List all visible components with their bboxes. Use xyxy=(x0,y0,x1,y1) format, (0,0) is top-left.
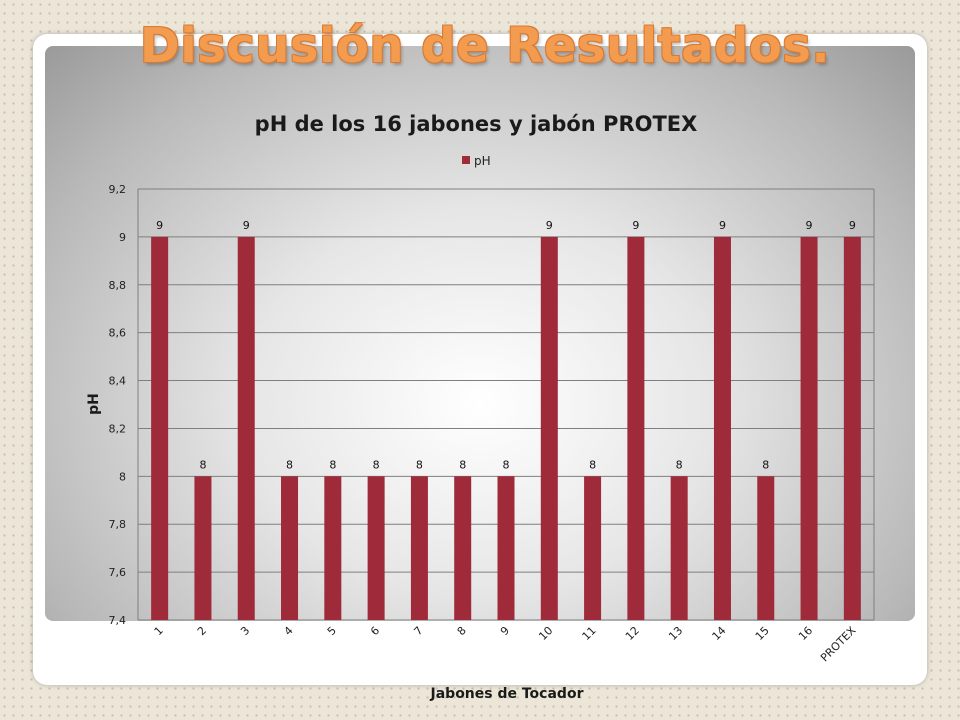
legend-label: pH xyxy=(474,154,491,168)
bars xyxy=(151,236,861,620)
data-label: 8 xyxy=(416,458,423,471)
y-tick-label: 8 xyxy=(119,470,126,483)
x-tick-label: 1 xyxy=(152,624,166,638)
data-label: 8 xyxy=(199,458,206,471)
bar xyxy=(410,476,428,620)
y-tick-label: 7,6 xyxy=(109,566,127,579)
data-label: 9 xyxy=(632,219,639,232)
x-tick-label: 9 xyxy=(498,624,512,638)
bar xyxy=(367,476,385,620)
x-tick-label: 4 xyxy=(282,624,296,638)
x-tick-label: 10 xyxy=(536,624,555,643)
y-axis-ticks: 7,4 7,6 7,8 8 8,2 8,4 8,6 8,8 9 9,2 xyxy=(109,183,127,627)
bar xyxy=(281,476,299,620)
x-tick-label: 3 xyxy=(238,624,252,638)
bar xyxy=(584,476,602,620)
data-label: 8 xyxy=(286,458,293,471)
y-axis-title: pH xyxy=(86,393,102,415)
data-label: 8 xyxy=(589,458,596,471)
data-labels: 9 8 9 8 8 8 8 8 8 9 8 9 8 9 8 9 9 xyxy=(156,219,856,471)
bar xyxy=(194,476,212,620)
bar xyxy=(670,476,688,620)
x-tick-label: 5 xyxy=(325,624,339,638)
x-tick-label: 15 xyxy=(753,624,772,643)
bar xyxy=(800,236,818,620)
gridlines xyxy=(137,188,875,621)
x-tick-label: 16 xyxy=(796,624,815,643)
y-tick-label: 8,8 xyxy=(109,279,127,292)
data-label: 9 xyxy=(806,219,813,232)
x-tick-label: 12 xyxy=(623,624,642,643)
y-tick-label: 8,2 xyxy=(109,422,127,435)
bar xyxy=(237,236,255,620)
data-label: 8 xyxy=(762,458,769,471)
y-tick-label: 9 xyxy=(119,231,126,244)
data-label: 9 xyxy=(243,219,250,232)
data-label: 8 xyxy=(459,458,466,471)
x-tick-label: 11 xyxy=(580,624,599,643)
y-tick-label: 8,6 xyxy=(109,327,127,340)
legend-swatch xyxy=(462,156,470,164)
y-tick-label: 8,4 xyxy=(109,375,127,388)
bar xyxy=(454,476,472,620)
x-tick-label: 7 xyxy=(411,624,425,638)
data-label: 9 xyxy=(849,219,856,232)
data-label: 8 xyxy=(373,458,380,471)
data-label: 9 xyxy=(546,219,553,232)
data-label: 9 xyxy=(156,219,163,232)
x-tick-label: PROTEX xyxy=(818,624,859,665)
slide-title: Discusión de Resultados. xyxy=(139,18,831,74)
x-tick-label: 13 xyxy=(666,624,685,643)
x-tick-label: 14 xyxy=(710,624,729,643)
data-label: 8 xyxy=(676,458,683,471)
y-tick-label: 9,2 xyxy=(109,183,127,196)
bar xyxy=(757,476,775,620)
y-tick-label: 7,4 xyxy=(109,614,127,627)
bar xyxy=(151,236,169,620)
data-label: 8 xyxy=(503,458,510,471)
chart-title: pH de los 16 jabones y jabón PROTEX xyxy=(255,112,698,136)
x-tick-label: 6 xyxy=(368,624,382,638)
x-axis-ticks: 1 2 3 4 5 6 7 8 9 10 11 12 13 14 15 16 PROTEX xyxy=(152,624,859,665)
x-axis-title: Jabones de Tocador xyxy=(430,686,584,702)
data-label: 9 xyxy=(719,219,726,232)
bar xyxy=(843,236,861,620)
bar xyxy=(540,236,558,620)
x-tick-label: 8 xyxy=(455,624,469,638)
bar xyxy=(713,236,731,620)
data-label: 8 xyxy=(329,458,336,471)
x-tick-label: 2 xyxy=(195,624,209,638)
bar xyxy=(627,236,645,620)
bar xyxy=(497,476,515,620)
bar xyxy=(324,476,342,620)
y-tick-label: 7,8 xyxy=(109,518,127,531)
